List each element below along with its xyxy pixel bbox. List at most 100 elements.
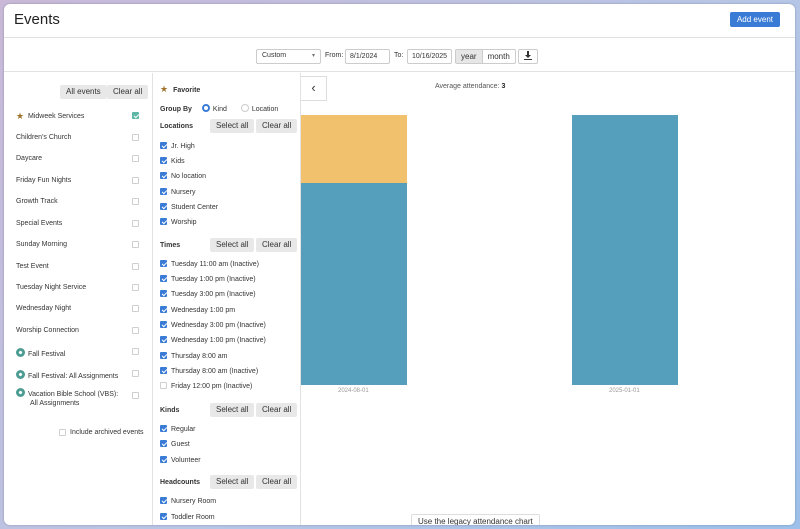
time-option[interactable]: Thursday 8:00 am	[160, 352, 227, 360]
view-year-button[interactable]: year	[456, 50, 483, 63]
event-checkbox[interactable]	[132, 134, 139, 141]
time-checkbox[interactable]	[160, 275, 167, 282]
event-checkbox[interactable]	[132, 392, 139, 399]
time-option[interactable]: Tuesday 11:00 am (Inactive)	[160, 260, 259, 268]
kinds-select-all-button[interactable]: Select all	[210, 403, 255, 417]
time-option[interactable]: Thursday 8:00 am (Inactive)	[160, 367, 258, 375]
event-checkbox[interactable]	[132, 241, 139, 248]
chart-bar	[301, 182, 407, 385]
event-item[interactable]: Growth Track	[16, 198, 58, 205]
event-checkbox[interactable]	[132, 348, 139, 355]
kind-checkbox[interactable]	[160, 425, 167, 432]
headcount-option[interactable]: Toddler Room	[160, 513, 215, 521]
group-kind-radio[interactable]	[201, 104, 210, 112]
headcount-option[interactable]: Nursery Room	[160, 497, 216, 505]
headcounts-title: Headcounts	[160, 479, 201, 486]
download-button[interactable]	[518, 49, 538, 64]
location-checkbox[interactable]	[160, 142, 167, 149]
event-item-midweek-services[interactable]: ★ Midweek Services	[16, 111, 85, 121]
chart-bar	[301, 115, 407, 183]
kind-checkbox[interactable]	[160, 440, 167, 447]
kinds-title: Kinds	[160, 407, 180, 414]
event-checkbox[interactable]	[132, 263, 139, 270]
location-option[interactable]: Student Center	[160, 203, 218, 211]
location-option[interactable]: Worship	[160, 218, 197, 226]
location-checkbox[interactable]	[160, 172, 167, 179]
headcounts-select-all-button[interactable]: Select all	[210, 475, 255, 489]
favorite-toggle[interactable]: ★ Favorite	[160, 84, 201, 95]
include-archived-checkbox[interactable]	[59, 429, 66, 436]
location-option[interactable]: Kids	[160, 157, 185, 165]
event-item-fall-festival-assignments[interactable]: Fall Festival: All Assignments	[16, 370, 118, 380]
event-item[interactable]: Daycare	[16, 155, 43, 162]
location-option[interactable]: No location	[160, 172, 206, 180]
all-events-button[interactable]: All events	[60, 85, 107, 99]
event-checkbox[interactable]	[132, 327, 139, 334]
time-option[interactable]: Wednesday 3:00 pm (Inactive)	[160, 321, 266, 329]
headcount-checkbox[interactable]	[160, 513, 167, 520]
location-checkbox[interactable]	[160, 203, 167, 210]
event-item[interactable]: Friday Fun Nights	[16, 177, 72, 184]
kind-option[interactable]: Volunteer	[160, 456, 201, 464]
event-checkbox[interactable]	[132, 284, 139, 291]
view-month-button[interactable]: month	[487, 52, 510, 61]
kinds-clear-all-button[interactable]: Clear all	[256, 403, 298, 417]
star-icon: ★	[160, 84, 169, 94]
add-event-button[interactable]: Add event	[729, 12, 780, 27]
events-window: Events Add event Custom ▾ From: 8/1/2024…	[4, 4, 795, 525]
chart-back-button[interactable]: ‹	[301, 76, 327, 101]
event-checkbox[interactable]	[132, 198, 139, 205]
event-clear-all-button[interactable]: Clear all	[107, 85, 149, 99]
event-checkbox[interactable]	[132, 177, 139, 184]
time-checkbox[interactable]	[160, 290, 167, 297]
event-checkbox[interactable]	[132, 220, 139, 227]
time-checkbox[interactable]	[160, 260, 167, 267]
legacy-chart-button[interactable]: Use the legacy attendance chart	[411, 514, 540, 525]
event-item[interactable]: Special Events	[16, 220, 63, 227]
locations-select-all-button[interactable]: Select all	[210, 119, 255, 133]
event-checkbox[interactable]	[132, 112, 139, 119]
kind-option[interactable]: Regular	[160, 425, 196, 433]
location-option[interactable]: Nursery	[160, 188, 196, 196]
date-range-value: Custom	[262, 52, 287, 59]
times-select-all-button[interactable]: Select all	[210, 238, 255, 252]
group-location-radio[interactable]	[240, 104, 249, 112]
location-checkbox[interactable]	[160, 218, 167, 225]
time-option[interactable]: Friday 12:00 pm (Inactive)	[160, 382, 252, 390]
time-option[interactable]: Tuesday 1:00 pm (Inactive)	[160, 275, 256, 283]
times-clear-all-button[interactable]: Clear all	[256, 238, 298, 252]
event-item[interactable]: Worship Connection	[16, 327, 79, 334]
event-checkbox[interactable]	[132, 305, 139, 312]
time-checkbox[interactable]	[160, 336, 167, 343]
date-range-select[interactable]: Custom ▾	[256, 49, 321, 64]
from-date-input[interactable]: 8/1/2024	[345, 49, 390, 64]
location-option[interactable]: Jr. High	[160, 142, 195, 150]
time-option[interactable]: Wednesday 1:00 pm (Inactive)	[160, 336, 266, 344]
time-checkbox[interactable]	[160, 321, 167, 328]
time-checkbox[interactable]	[160, 382, 167, 389]
headcounts-clear-all-button[interactable]: Clear all	[256, 475, 298, 489]
headcount-checkbox[interactable]	[160, 497, 167, 504]
time-checkbox[interactable]	[160, 367, 167, 374]
location-checkbox[interactable]	[160, 157, 167, 164]
event-checkbox[interactable]	[132, 370, 139, 377]
event-item-vbs[interactable]: Vacation Bible School (VBS): All Assignm…	[16, 388, 118, 407]
chart-panel: ‹ Average attendance: 3 2024-08-01 2025-0…	[301, 73, 795, 525]
time-option[interactable]: Tuesday 3:00 pm (Inactive)	[160, 290, 256, 298]
time-checkbox[interactable]	[160, 306, 167, 313]
locations-clear-all-button[interactable]: Clear all	[256, 119, 298, 133]
chevron-left-icon: ‹	[311, 80, 316, 95]
location-checkbox[interactable]	[160, 188, 167, 195]
event-item[interactable]: Wednesday Night	[16, 305, 72, 312]
kind-option[interactable]: Guest	[160, 440, 190, 448]
event-checkbox[interactable]	[132, 155, 139, 162]
time-option[interactable]: Wednesday 1:00 pm	[160, 306, 235, 314]
event-item[interactable]: Tuesday Night Service	[16, 284, 87, 291]
kind-checkbox[interactable]	[160, 456, 167, 463]
time-checkbox[interactable]	[160, 352, 167, 359]
event-item-fall-festival[interactable]: Fall Festival	[16, 348, 65, 358]
event-item[interactable]: Children's Church	[16, 134, 72, 141]
event-item[interactable]: Sunday Morning	[16, 241, 67, 248]
event-item[interactable]: Test Event	[16, 263, 49, 270]
to-date-input[interactable]: 10/16/2025	[407, 49, 452, 64]
